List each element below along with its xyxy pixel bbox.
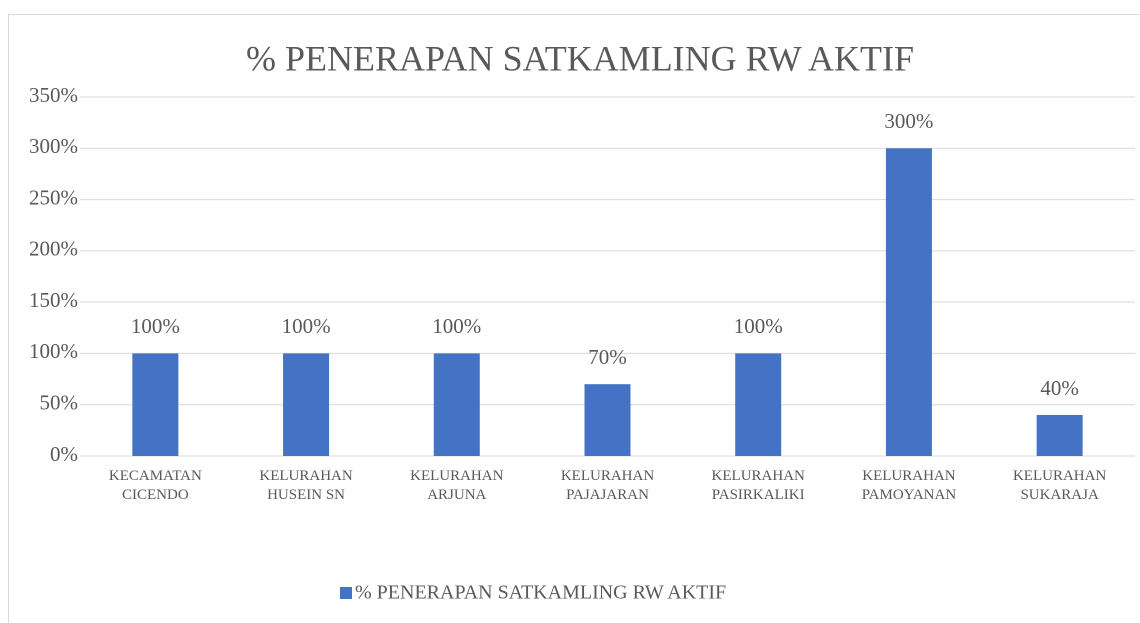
- chart-title: % PENERAPAN SATKAMLING RW AKTIF: [246, 38, 914, 78]
- x-tick-label: KELURAHAN HUSEIN SN: [259, 468, 353, 503]
- y-tick-label: 250%: [29, 185, 78, 209]
- y-tick-label: 200%: [29, 237, 78, 261]
- legend-swatch: [340, 587, 352, 599]
- x-tick-label: KELURAHAN ARJUNA: [410, 468, 504, 503]
- bar: [735, 353, 782, 456]
- bar: [1036, 414, 1083, 456]
- x-tick-label: KELURAHAN PAJAJARAN: [560, 468, 655, 503]
- bar: [433, 353, 480, 456]
- bar: [132, 353, 179, 456]
- y-tick-label: 350%: [29, 83, 78, 107]
- bar: [283, 353, 330, 456]
- chart-border: [8, 14, 1140, 623]
- y-tick-label: 50%: [40, 391, 79, 415]
- y-tick-label: 100%: [29, 339, 78, 363]
- data-label: 100%: [131, 314, 180, 338]
- y-tick-label: 150%: [29, 288, 78, 312]
- data-label: 100%: [432, 314, 481, 338]
- x-tick-label: KELURAHAN SUKARAJA: [1012, 468, 1107, 503]
- x-tick-label: KELURAHAN PASIRKALIKI: [711, 468, 805, 503]
- bar: [584, 384, 631, 456]
- y-tick-label: 300%: [29, 134, 78, 158]
- y-tick-label: 0%: [50, 442, 78, 466]
- x-tick-label: KELURAHAN PAMOYANAN: [861, 468, 957, 503]
- data-label: 100%: [734, 314, 783, 338]
- legend-label: % PENERAPAN SATKAMLING RW AKTIF: [355, 582, 726, 604]
- data-label: 100%: [282, 314, 331, 338]
- bar: [885, 148, 932, 457]
- x-tick-label: KECAMATAN CICENDO: [108, 468, 202, 503]
- data-label: 70%: [588, 345, 627, 369]
- data-label: 40%: [1040, 376, 1079, 400]
- data-label: 300%: [884, 109, 933, 133]
